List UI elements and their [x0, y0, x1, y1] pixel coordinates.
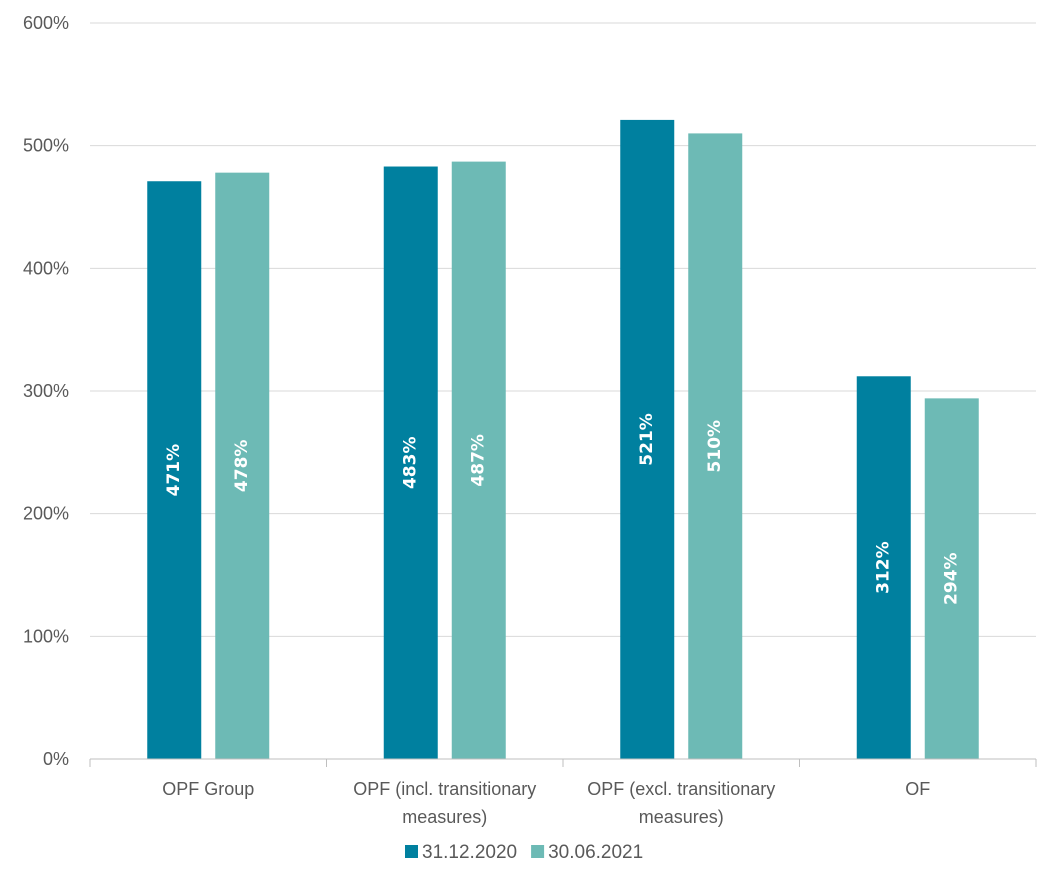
data-label: 510% — [705, 420, 725, 473]
legend-label: 30.06.2021 — [548, 842, 643, 863]
data-label: 483% — [401, 436, 421, 489]
data-label: 478% — [232, 440, 252, 493]
y-tick-label: 300% — [23, 381, 69, 401]
y-tick-label: 500% — [23, 136, 69, 156]
legend-label: 31.12.2020 — [422, 842, 517, 863]
data-label: 294% — [942, 552, 962, 605]
bars: 471% 478% 483% 487% 521% 510% 312% 294% — [147, 119, 979, 760]
legend-swatch — [531, 845, 545, 858]
y-tick-label: 100% — [23, 626, 69, 646]
legend: 31.12.2020 30.06.2021 — [405, 842, 643, 863]
x-tick-label: OPF (incl. transitionary — [353, 779, 536, 799]
y-tick-label: 200% — [23, 504, 69, 524]
y-tick-label: 400% — [23, 258, 69, 278]
data-label: 487% — [469, 434, 489, 487]
x-tick-label: OPF Group — [162, 779, 254, 799]
bar — [620, 119, 675, 759]
data-label: 471% — [164, 444, 184, 497]
x-tick-label: measures) — [639, 807, 724, 827]
x-axis: OPF Group OPF (incl. transitionary measure… — [89, 758, 1037, 827]
bar — [856, 376, 911, 759]
y-tick-label: 600% — [23, 13, 69, 33]
bar — [383, 166, 438, 759]
x-tick-label: OF — [905, 779, 930, 799]
data-label: 521% — [637, 413, 657, 466]
x-tick-label: OPF (excl. transitionary — [587, 779, 775, 799]
bar — [688, 133, 743, 759]
y-axis-tick-labels: 0% 100% 200% 300% 400% 500% 600% — [23, 13, 69, 769]
legend-swatch — [405, 845, 418, 858]
x-tick-label: measures) — [402, 807, 487, 827]
bar — [147, 181, 202, 760]
bar — [451, 161, 506, 759]
data-label: 312% — [874, 541, 894, 594]
bar — [924, 398, 979, 759]
bar — [215, 172, 270, 760]
y-tick-label: 0% — [43, 749, 69, 769]
